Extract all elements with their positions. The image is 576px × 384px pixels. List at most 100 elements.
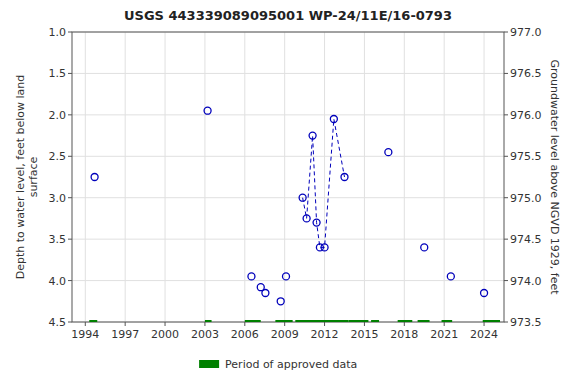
grid-line xyxy=(444,32,445,322)
grid-line xyxy=(404,32,405,322)
title: USGS 443339089095001 WP-24/11E/16-0793 xyxy=(124,8,452,23)
tick xyxy=(68,156,72,157)
grid-line xyxy=(244,32,245,322)
grid-line xyxy=(72,280,504,281)
tick-label: 2012 xyxy=(311,328,339,341)
grid-line xyxy=(204,32,205,322)
tick-label: 1994 xyxy=(71,328,99,341)
tick-label: 976.0 xyxy=(510,109,542,122)
axis-label: Groundwater level above NGVD 1929, feet xyxy=(548,59,561,295)
tick xyxy=(68,114,72,115)
tick xyxy=(68,73,72,74)
tick-label: 975.5 xyxy=(510,150,542,163)
tick xyxy=(165,322,166,326)
point xyxy=(277,298,284,305)
approved-segment xyxy=(205,320,212,322)
tick-label: 2003 xyxy=(191,328,219,341)
grid xyxy=(72,32,504,322)
approved-segment xyxy=(275,320,292,322)
approved-segment xyxy=(398,320,413,322)
tick xyxy=(68,197,72,198)
grid-line xyxy=(364,32,365,322)
tick-label: 1.5 xyxy=(49,67,67,80)
tick xyxy=(504,322,508,323)
tick xyxy=(68,280,72,281)
tick xyxy=(244,322,245,326)
legend-swatch xyxy=(199,360,219,368)
tick-label: 2009 xyxy=(271,328,299,341)
point xyxy=(447,273,454,280)
approved-segment xyxy=(418,320,430,322)
axis-label: Depth to water level, feet below landsur… xyxy=(14,75,40,280)
point xyxy=(385,149,392,156)
tick xyxy=(504,32,508,33)
tick-label: 2015 xyxy=(350,328,378,341)
approved-segment xyxy=(89,320,97,322)
tick xyxy=(504,114,508,115)
tick xyxy=(504,280,508,281)
axes: 1994199720002003200620092012201520182021… xyxy=(49,26,542,341)
plot-area xyxy=(89,107,500,322)
tick-label: 2006 xyxy=(231,328,259,341)
chart: 1994199720002003200620092012201520182021… xyxy=(0,0,576,384)
grid-line xyxy=(72,239,504,240)
tick xyxy=(68,239,72,240)
approved-segment xyxy=(348,320,368,322)
tick-label: 2.0 xyxy=(49,109,67,122)
tick-label: 4.0 xyxy=(49,275,67,288)
tick xyxy=(504,73,508,74)
tick xyxy=(504,156,508,157)
tick-label: 4.5 xyxy=(49,316,67,329)
tick-label: 977.0 xyxy=(510,26,542,39)
tick xyxy=(85,322,86,326)
tick xyxy=(324,322,325,326)
legend-label: Period of approved data xyxy=(225,358,357,371)
approved-segment xyxy=(483,320,500,322)
tick xyxy=(404,322,405,326)
tick-label: 3.5 xyxy=(49,233,67,246)
grid-line xyxy=(72,156,504,157)
approved-segment xyxy=(371,320,379,322)
grid-line xyxy=(125,32,126,322)
grid-line xyxy=(484,32,485,322)
point xyxy=(91,174,98,181)
point xyxy=(283,273,290,280)
line xyxy=(303,119,345,247)
tick xyxy=(364,322,365,326)
tick-label: 2021 xyxy=(430,328,458,341)
grid-line xyxy=(72,73,504,74)
tick-label: 973.5 xyxy=(510,316,542,329)
approved-segment xyxy=(295,320,348,322)
tick xyxy=(125,322,126,326)
tick xyxy=(504,239,508,240)
tick-label: 2000 xyxy=(151,328,179,341)
tick xyxy=(504,197,508,198)
grid-line xyxy=(72,114,504,115)
grid-line xyxy=(165,32,166,322)
tick-label: 976.5 xyxy=(510,67,542,80)
tick-label: 974.5 xyxy=(510,233,542,246)
legend: Period of approved data xyxy=(199,358,357,371)
grid-line xyxy=(284,32,285,322)
point xyxy=(481,290,488,297)
tick-label: 974.0 xyxy=(510,275,542,288)
tick-label: 975.0 xyxy=(510,192,542,205)
tick xyxy=(284,322,285,326)
tick-label: 2.5 xyxy=(49,150,67,163)
tick-label: 3.0 xyxy=(49,192,67,205)
grid-line xyxy=(324,32,325,322)
tick-label: 1997 xyxy=(111,328,139,341)
plot-frame xyxy=(72,32,504,322)
point xyxy=(248,273,255,280)
tick xyxy=(484,322,485,326)
tick xyxy=(68,322,72,323)
grid-line xyxy=(72,197,504,198)
tick xyxy=(444,322,445,326)
point xyxy=(204,107,211,114)
tick-label: 2024 xyxy=(470,328,498,341)
tick xyxy=(204,322,205,326)
grid-line xyxy=(85,32,86,322)
point xyxy=(262,290,269,297)
approved-segment xyxy=(442,320,453,322)
approved-segment xyxy=(245,320,261,322)
